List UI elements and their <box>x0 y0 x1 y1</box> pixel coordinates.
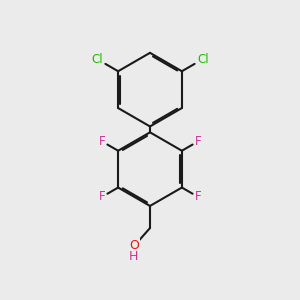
Text: F: F <box>195 135 202 148</box>
Text: F: F <box>98 135 105 148</box>
Text: Cl: Cl <box>92 53 103 66</box>
Text: O: O <box>129 239 139 252</box>
Text: F: F <box>195 190 202 203</box>
Text: H: H <box>129 250 139 263</box>
Text: F: F <box>98 190 105 203</box>
Text: Cl: Cl <box>197 53 208 66</box>
